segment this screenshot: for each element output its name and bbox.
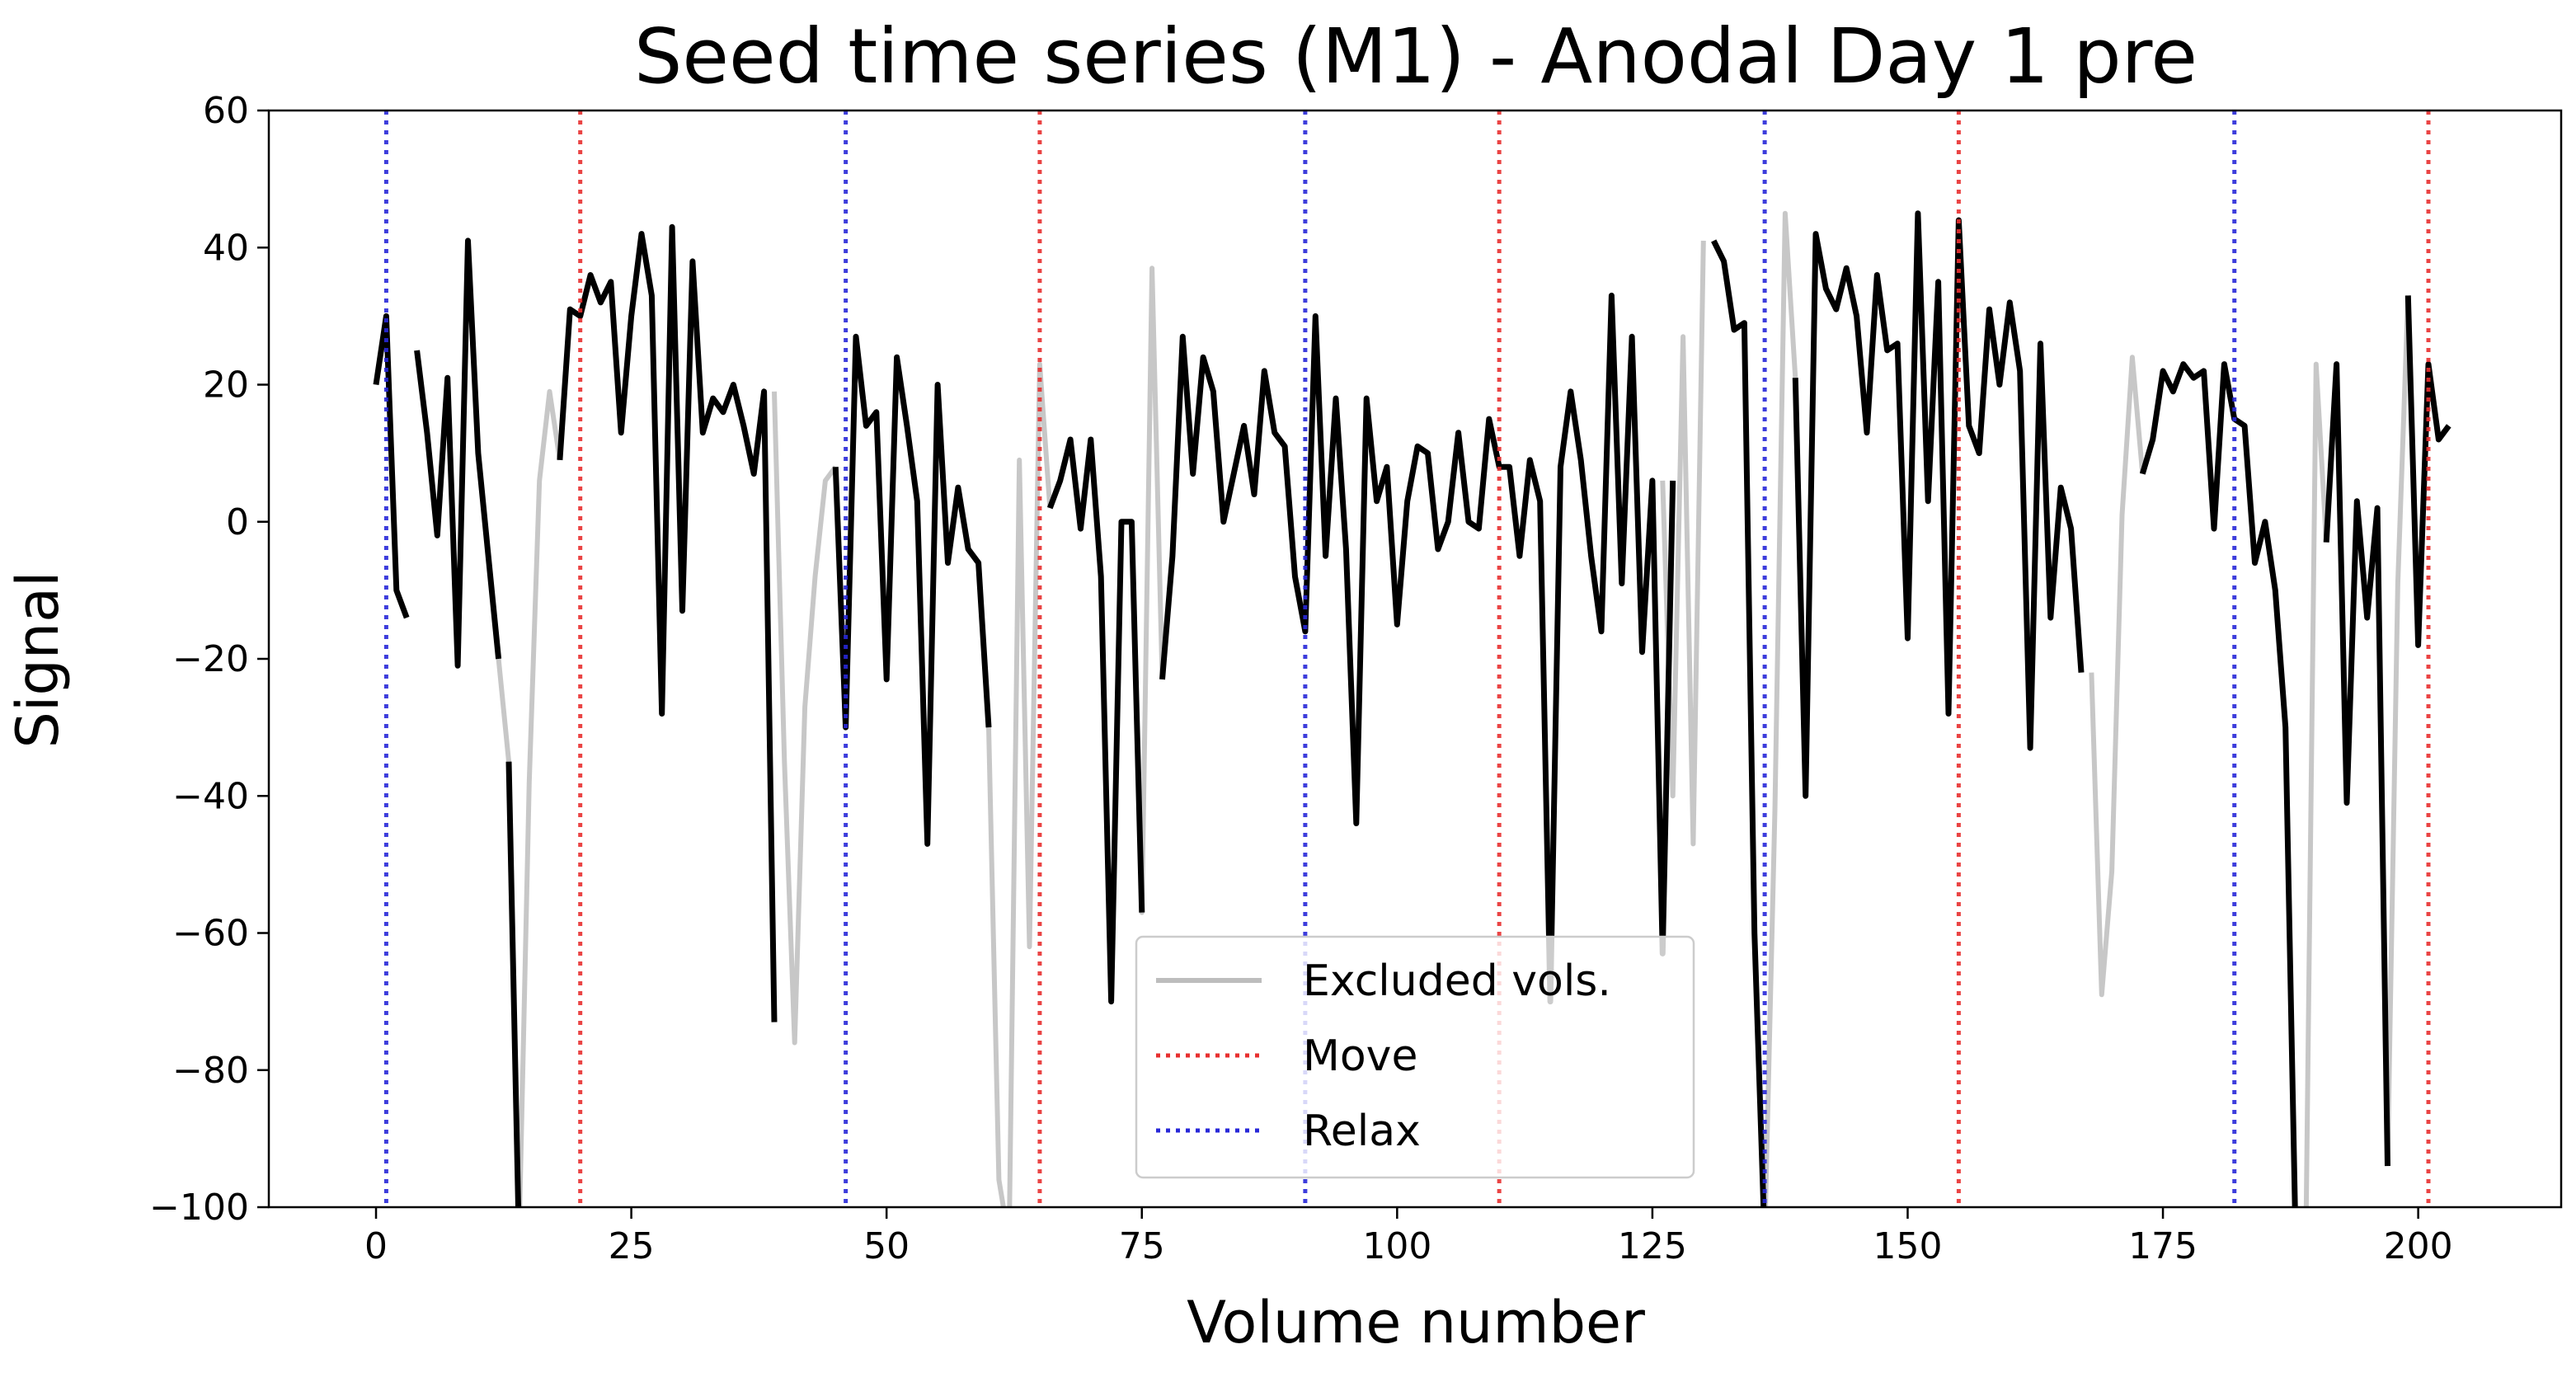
signal-segment-2: [505, 761, 522, 1207]
signal-segment-0: [373, 313, 410, 619]
signal-segment-11: [2404, 295, 2451, 648]
signal-segment-3: [557, 223, 778, 1022]
x-tick-label: 75: [1119, 1225, 1165, 1267]
y-tick-label: −60: [172, 913, 249, 955]
signal-segment-8: [1792, 210, 2085, 799]
y-tick-label: 40: [203, 227, 249, 269]
signal-segment-6: [1159, 292, 1676, 1005]
chart-title: Seed time series (M1) - Anodal Day 1 pre: [634, 12, 2198, 101]
y-tick-label: −40: [172, 775, 249, 817]
excluded-vols-segment-8: [2385, 295, 2411, 1167]
x-tick-label: 125: [1618, 1225, 1687, 1267]
excluded-vols-segment-5: [1763, 210, 1798, 1207]
signal-segment-1: [414, 237, 502, 669]
signal-segment-4: [832, 333, 992, 847]
legend: Excluded vols. Move Relax: [1135, 935, 1695, 1179]
signal-segment-5: [1047, 436, 1145, 1005]
legend-label-move: Move: [1303, 1032, 1417, 1081]
legend-box: [1135, 935, 1695, 1179]
signal-segment-9: [2139, 361, 2298, 1207]
legend-label-excluded: Excluded vols.: [1303, 957, 1611, 1006]
x-tick-label: 100: [1362, 1225, 1431, 1267]
signal-segment-10: [2323, 361, 2390, 1167]
y-axis-label: Signal: [4, 571, 72, 748]
y-tick-label: 60: [203, 90, 249, 132]
x-tick-label: 25: [609, 1225, 655, 1267]
excluded-vols-segment-7: [2303, 361, 2329, 1207]
y-tick-label: −80: [172, 1050, 249, 1092]
x-tick-label: 150: [1873, 1225, 1942, 1267]
legend-label-relax: Relax: [1303, 1107, 1421, 1156]
excluded-vols-segment-6: [2089, 355, 2146, 998]
excluded-vols-segment-1: [772, 391, 838, 1046]
x-tick-label: 0: [364, 1225, 388, 1267]
y-tick-label: 0: [226, 501, 249, 543]
x-tick-label: 175: [2128, 1225, 2198, 1267]
signal-segment-7: [1711, 239, 1767, 1207]
y-tick-label: −20: [172, 638, 249, 680]
y-tick-label: 20: [203, 364, 249, 407]
y-tick-label: −100: [149, 1187, 249, 1229]
axes: 0 25 50 75 100 125 150 175 200 −100 −80 −60 −40 −20 0 2…: [149, 90, 2563, 1267]
x-tick-label: 200: [2384, 1225, 2453, 1267]
excluded-vols-segment-2: [986, 361, 1053, 1207]
x-axis-label: Volume number: [1187, 1289, 1645, 1356]
x-tick-label: 50: [863, 1225, 910, 1267]
